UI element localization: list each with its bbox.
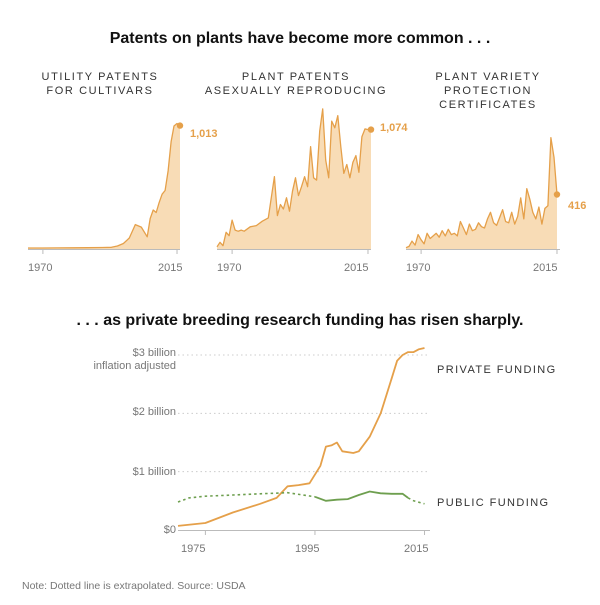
panel-2-end-dot xyxy=(367,126,375,133)
panel-3-title: PLANT VARIETY PROTECTION CERTIFICATES xyxy=(408,70,568,112)
panel-3-x-tick-start: 1970 xyxy=(406,262,431,274)
panel-1-end-label: 1,013 xyxy=(190,128,218,140)
panel-3-x-tick-end: 2015 xyxy=(533,262,558,274)
public-funding-label: PUBLIC FUNDING xyxy=(437,497,550,509)
y-tick-0: $0 xyxy=(163,524,176,536)
panel-1-x-tick-end: 2015 xyxy=(158,262,183,274)
y-tick-2b: $2 billion xyxy=(132,406,176,418)
panel-1-x-tick-start: 1970 xyxy=(28,262,53,274)
y-tick-1b: $1 billion xyxy=(132,466,176,478)
panel-3-title-line-1: PLANT VARIETY xyxy=(435,71,541,83)
panel-2-title-line-2: ASEXUALLY REPRODUCING xyxy=(204,85,388,97)
public-funding-dotted-early xyxy=(177,491,316,503)
panel-2-x-tick-end: 2015 xyxy=(344,262,369,274)
panel-3-area xyxy=(406,137,557,249)
top-headline: Patents on plants have become more commo… xyxy=(109,30,491,47)
public-funding-line xyxy=(314,490,409,502)
panel-2-x-tick-start: 1970 xyxy=(217,262,242,274)
panel-1-title: UTILITY PATENTS FOR CULTIVARS xyxy=(20,70,180,98)
private-funding-line xyxy=(177,347,425,527)
panel-3-end-label: 416 xyxy=(568,200,587,212)
panel-2-title: PLANT PATENTS ASEXUALLY REPRODUCING xyxy=(196,70,396,98)
panel-1-area xyxy=(28,123,180,249)
y-axis-label: inflation adjusted xyxy=(93,360,176,372)
panel-3-line xyxy=(405,137,558,249)
panel-2-title-line-1: PLANT PATENTS xyxy=(241,71,351,83)
x-tick-1975: 1975 xyxy=(181,543,206,555)
panel-2-area xyxy=(217,108,371,250)
panel-2-end-label: 1,074 xyxy=(380,122,408,134)
panel-3-title-line-2: PROTECTION xyxy=(443,85,533,97)
x-tick-1995: 1995 xyxy=(295,543,320,555)
bottom-headline: . . . as private breeding research fundi… xyxy=(76,312,524,329)
panel-3-end-dot xyxy=(553,191,561,198)
panel-1-title-line-1: UTILITY PATENTS xyxy=(41,71,159,83)
panel-1-end-dot xyxy=(176,122,184,129)
panel-1-line xyxy=(28,122,181,249)
x-tick-2015: 2015 xyxy=(404,543,429,555)
y-tick-3b: $3 billion xyxy=(132,347,176,359)
panel-1-title-line-2: FOR CULTIVARS xyxy=(46,85,154,97)
public-funding-dotted-late xyxy=(407,497,425,505)
private-funding-label: PRIVATE FUNDING xyxy=(437,364,557,376)
panel-3-title-line-3: CERTIFICATES xyxy=(439,99,537,111)
source-note: Note: Dotted line is extrapolated. Sourc… xyxy=(22,580,246,592)
panel-2-line xyxy=(216,108,371,248)
